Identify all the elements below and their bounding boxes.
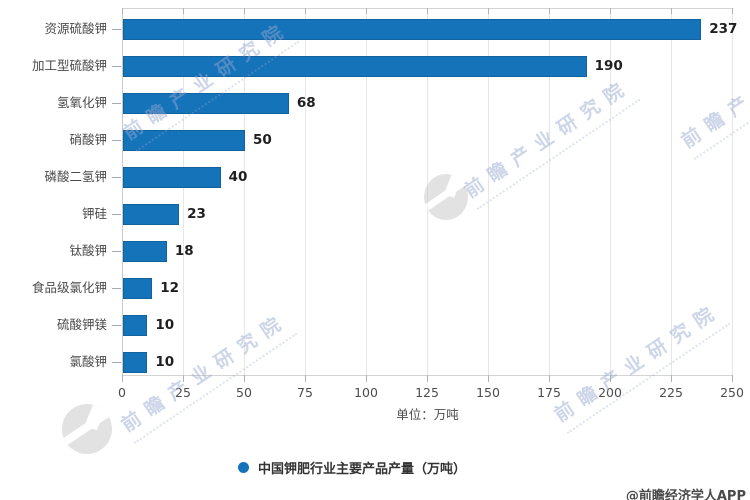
category-label: 硫酸钾镁	[56, 317, 107, 332]
category-tick	[112, 140, 121, 141]
x-axis-unit-label: 单位：万吨	[396, 407, 459, 422]
bar	[123, 351, 148, 373]
value-label: 50	[253, 132, 272, 148]
legend-label: 中国钾肥行业主要产品产量（万吨）	[258, 462, 467, 477]
category-tick	[112, 177, 121, 178]
axis-tick	[549, 375, 550, 382]
category-label: 磷酸二氢钾	[44, 169, 107, 184]
bar	[123, 18, 702, 40]
bar	[123, 277, 153, 299]
forward-logo-icon	[62, 404, 112, 454]
value-label: 18	[174, 243, 194, 259]
bar	[123, 129, 245, 151]
axis-tick	[366, 375, 367, 382]
x-tick-label: 25	[175, 385, 191, 400]
x-tick-label: 225	[659, 385, 683, 400]
watermark-text: 前瞻产业研究院	[675, 21, 750, 161]
axis-tick	[488, 375, 489, 382]
category-label: 钾硅	[81, 206, 107, 221]
bar	[123, 314, 148, 336]
category-tick	[112, 362, 121, 363]
bar	[123, 55, 587, 77]
gridline	[244, 8, 245, 375]
x-tick-label: 125	[415, 385, 439, 400]
x-tick-label: 150	[476, 385, 500, 400]
x-tick-label: 75	[297, 385, 313, 400]
axis-tick	[610, 375, 611, 382]
category-label: 氢氧化钾	[56, 95, 107, 110]
category-label: 食品级氯化钾	[31, 280, 107, 295]
axis-tick	[305, 8, 306, 14]
x-tick-label: 250	[720, 385, 744, 400]
bar	[123, 240, 167, 262]
category-label: 钛酸钾	[69, 243, 107, 258]
axis-tick	[671, 8, 672, 14]
gridline	[366, 8, 367, 375]
axis-tick	[732, 8, 733, 14]
gridline	[488, 8, 489, 375]
watermark-credit: @前瞻经济学人APP	[625, 489, 746, 500]
category-tick	[112, 66, 121, 67]
gridline	[671, 8, 672, 375]
axis-tick	[305, 375, 306, 382]
category-tick	[112, 251, 121, 252]
x-tick-label: 100	[354, 385, 378, 400]
category-label: 资源硫酸钾	[44, 21, 107, 36]
category-tick	[112, 29, 121, 30]
value-label: 10	[155, 317, 175, 333]
axis-tick	[244, 8, 245, 14]
value-label: 23	[187, 206, 206, 222]
axis-tick	[427, 375, 428, 382]
value-label: 237	[709, 21, 738, 37]
value-label: 68	[296, 95, 316, 111]
gridline	[549, 8, 550, 375]
legend-item[interactable]: 中国钾肥行业主要产品产量（万吨）	[238, 458, 466, 477]
axis-tick	[366, 8, 367, 14]
category-label: 氯酸钾	[69, 354, 107, 369]
bar	[123, 92, 289, 114]
category-tick	[112, 288, 121, 289]
category-tick	[112, 214, 121, 215]
value-label: 10	[155, 354, 175, 370]
value-label: 190	[594, 58, 623, 74]
gridline	[732, 8, 733, 375]
category-tick	[112, 325, 121, 326]
axis-tick	[427, 8, 428, 14]
axis-tick	[732, 375, 733, 382]
axis-tick	[549, 8, 550, 14]
x-tick-label: 200	[598, 385, 622, 400]
forward-logo-icon	[424, 174, 468, 220]
axis-tick	[122, 8, 123, 14]
bar	[123, 203, 180, 225]
gridline	[183, 8, 184, 375]
axis-tick	[244, 375, 245, 382]
legend-marker-icon	[238, 462, 249, 473]
x-tick-label: 50	[236, 385, 252, 400]
gridline	[305, 8, 306, 375]
x-tick-label: 175	[537, 385, 561, 400]
value-label: 12	[160, 280, 180, 296]
axis-tick	[671, 375, 672, 382]
category-tick	[112, 103, 121, 104]
gridline	[610, 8, 611, 375]
gridline	[122, 8, 123, 375]
x-tick-label: 0	[118, 385, 126, 400]
axis-tick	[610, 8, 611, 14]
bar	[123, 166, 221, 188]
axis-tick	[183, 375, 184, 382]
value-label: 40	[228, 169, 248, 185]
axis-tick	[122, 375, 123, 382]
category-label: 加工型硫酸钾	[31, 58, 107, 73]
axis-tick	[488, 8, 489, 14]
category-label: 硝酸钾	[69, 132, 107, 147]
axis-tick	[183, 8, 184, 14]
